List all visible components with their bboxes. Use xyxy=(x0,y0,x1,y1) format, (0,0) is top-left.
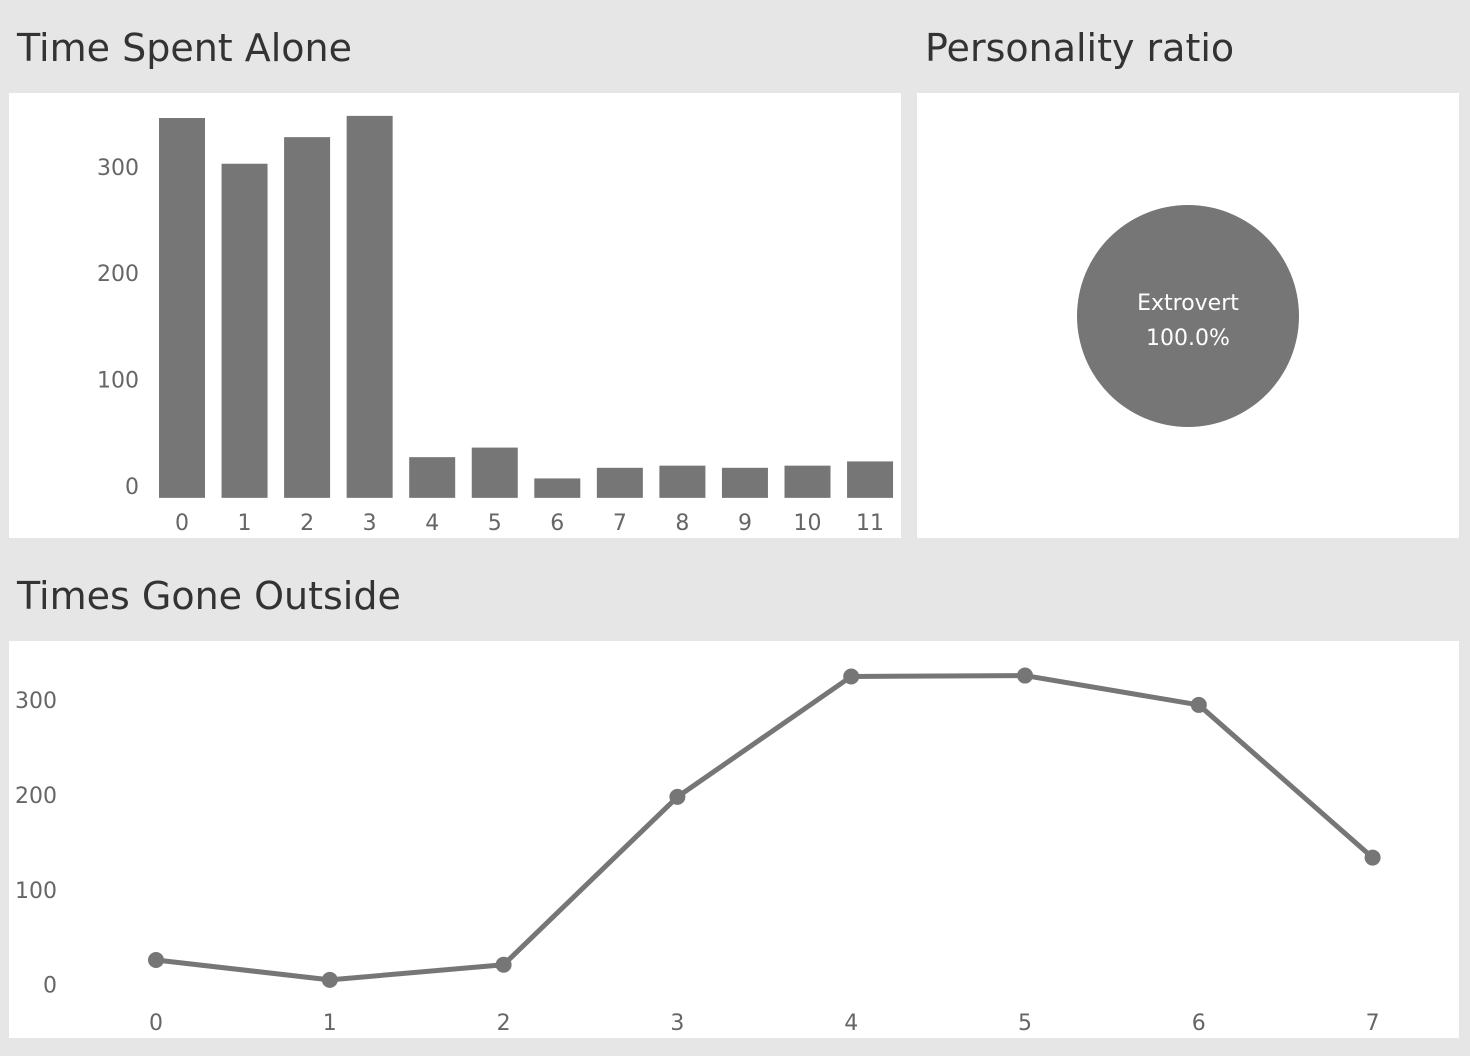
x-tick-label: 7 xyxy=(1366,1011,1380,1036)
x-tick-label: 1 xyxy=(238,511,252,536)
x-tick-label: 1 xyxy=(323,1011,337,1036)
times-gone-outside-chart: 0 100 200 300 0 1 2 3 4 5 6 7 xyxy=(15,667,1381,1036)
bar[interactable] xyxy=(659,465,706,498)
x-tick-label: 4 xyxy=(425,511,439,536)
x-tick-label: 6 xyxy=(550,511,564,536)
x-tick-label: 6 xyxy=(1192,1011,1206,1036)
time-spent-alone-chart: 0 100 200 300 0 1 2 3 4 5 6 7 8 9 10 11 xyxy=(97,115,894,536)
x-tick-label: 5 xyxy=(1018,1011,1032,1036)
x-tick-label: 0 xyxy=(175,511,189,536)
x-tick-label: 2 xyxy=(497,1011,511,1036)
time-spent-alone-title: Time Spent Alone xyxy=(17,26,353,70)
personality-ratio-panel: Extrovert 100.0% xyxy=(917,93,1459,538)
bar[interactable] xyxy=(847,461,894,498)
time-spent-alone-panel: 0 100 200 300 0 1 2 3 4 5 6 7 8 9 10 11 xyxy=(9,93,901,538)
bar[interactable] xyxy=(409,457,456,498)
bar[interactable] xyxy=(784,465,831,498)
personality-ratio-title: Personality ratio xyxy=(925,26,1235,70)
times-gone-outside-title: Times Gone Outside xyxy=(17,574,401,618)
line-point[interactable] xyxy=(321,971,338,988)
y-tick-label: 0 xyxy=(43,974,57,999)
bar[interactable] xyxy=(471,447,518,498)
pie-slice-label: Extrovert xyxy=(1137,291,1239,316)
x-tick-label: 0 xyxy=(149,1011,163,1036)
x-tick-label: 9 xyxy=(738,511,752,536)
bar[interactable] xyxy=(534,478,581,498)
pie-slice-value-label: 100.0% xyxy=(1146,326,1230,351)
bar[interactable] xyxy=(721,467,768,498)
x-tick-label: 5 xyxy=(488,511,502,536)
line-point[interactable] xyxy=(1364,849,1381,866)
y-tick-label: 300 xyxy=(97,156,139,181)
x-tick-label: 3 xyxy=(363,511,377,536)
y-tick-label: 100 xyxy=(15,879,57,904)
line-point[interactable] xyxy=(495,956,512,973)
y-tick-label: 300 xyxy=(15,689,57,714)
x-tick-label: 3 xyxy=(670,1011,684,1036)
x-tick-label: 10 xyxy=(794,511,822,536)
bar[interactable] xyxy=(346,115,393,498)
y-tick-label: 200 xyxy=(15,784,57,809)
bar[interactable] xyxy=(159,118,205,498)
bar[interactable] xyxy=(284,137,331,498)
series-line xyxy=(155,673,1375,983)
line-point[interactable] xyxy=(1190,696,1207,713)
x-tick-label: 2 xyxy=(300,511,314,536)
line-point[interactable] xyxy=(148,951,164,968)
y-tick-label: 200 xyxy=(97,262,139,287)
bar[interactable] xyxy=(596,467,643,498)
times-gone-outside-panel: 0 100 200 300 0 1 2 3 4 5 6 7 xyxy=(9,641,1459,1038)
y-tick-label: 0 xyxy=(125,475,139,500)
pie-slice[interactable] xyxy=(1077,205,1299,427)
y-tick-label: 100 xyxy=(97,369,139,394)
personality-ratio-chart: Extrovert 100.0% xyxy=(1077,205,1299,427)
x-tick-label: 11 xyxy=(856,511,884,536)
x-tick-label: 4 xyxy=(844,1011,858,1036)
line-point[interactable] xyxy=(669,788,686,805)
x-tick-label: 7 xyxy=(613,511,627,536)
line-point[interactable] xyxy=(1017,667,1033,684)
x-tick-label: 8 xyxy=(675,511,689,536)
bar[interactable] xyxy=(221,163,268,498)
line-point[interactable] xyxy=(843,668,860,685)
